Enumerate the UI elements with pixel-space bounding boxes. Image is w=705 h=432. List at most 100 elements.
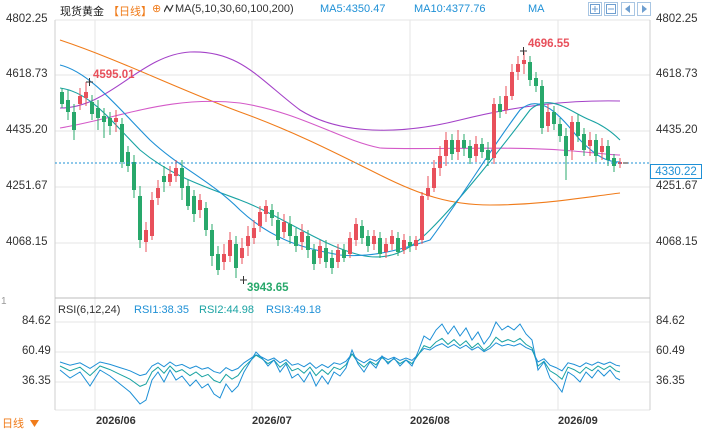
candle-body	[522, 60, 526, 64]
candle-body	[150, 200, 154, 236]
candle-body	[156, 188, 160, 198]
candle-body	[300, 232, 304, 242]
candle-body	[396, 238, 400, 252]
candle-body	[102, 116, 106, 122]
candle-body	[462, 140, 466, 148]
chart-header: 现货黄金 【日线】 ⊕ MA(5,10,30,60,100,200) MA5:4…	[0, 0, 705, 18]
candle-body	[498, 104, 502, 112]
candle-body	[210, 230, 214, 256]
rsi-side-marker: 1	[1, 296, 7, 307]
price-axis-left-5: 4068.15	[6, 236, 48, 248]
ma-teal-line	[59, 87, 621, 258]
candle-body	[600, 146, 604, 152]
rsi1-value: RSI1:38.35	[134, 304, 190, 316]
day-period-button[interactable]: 日线	[2, 415, 40, 431]
candle-body	[96, 108, 100, 118]
candle-body	[468, 146, 472, 158]
candle-body	[444, 140, 448, 156]
low-annotation: 3943.65	[247, 282, 289, 294]
candle-body	[132, 162, 136, 190]
candle-body	[66, 100, 70, 112]
candle-body	[138, 196, 142, 240]
price-axis-right-5: 4068.15	[656, 236, 698, 248]
x-axis-aug: 2026/08	[410, 415, 450, 427]
price-axis-left-1: 4802.25	[6, 13, 48, 25]
candle-body	[264, 206, 268, 214]
candle-body	[438, 156, 442, 168]
candle-body	[72, 112, 76, 130]
candle-body	[258, 212, 262, 226]
price-axis-right-4: 4251.67	[656, 180, 698, 192]
moving-average-lines	[59, 39, 621, 258]
candle-body	[306, 236, 310, 250]
candle-body	[162, 176, 166, 182]
candle-body	[528, 62, 532, 80]
candle-body	[408, 242, 412, 246]
high-annotation-left: 4595.01	[93, 69, 135, 81]
candle-body	[402, 240, 406, 250]
zoom-out-icon[interactable]	[604, 2, 618, 16]
rsi1-line	[59, 321, 621, 405]
candle-body	[378, 238, 382, 254]
price-axis-left-4: 4251.67	[6, 180, 48, 192]
rsi-axis-right-2: 60.49	[656, 345, 685, 357]
candle-body	[552, 112, 556, 124]
candle-body	[546, 112, 550, 126]
ma10-value: MA10:4377.76	[414, 3, 486, 15]
x-axis-jul: 2026/07	[252, 415, 292, 427]
candle-body	[426, 188, 430, 196]
candle-body	[564, 136, 568, 156]
candle-body	[384, 244, 388, 252]
candle-body	[450, 140, 454, 154]
candle-body	[144, 230, 148, 242]
candle-body	[366, 236, 370, 246]
scroll-left-icon[interactable]	[621, 2, 635, 16]
x-axis-jun: 2026/06	[96, 415, 136, 427]
candle-body	[198, 200, 202, 210]
ma-purple-line	[59, 51, 621, 131]
candle-body	[492, 104, 496, 158]
candle-body	[312, 250, 316, 264]
price-axis-right-1: 4802.25	[656, 13, 698, 25]
ma-blue-line	[59, 64, 621, 257]
candle-body	[474, 144, 478, 156]
candle-body	[168, 174, 172, 182]
rsi-params[interactable]: RSI(6,12,24)	[58, 304, 121, 316]
scroll-right-icon[interactable]	[637, 2, 651, 16]
candle-body	[510, 72, 514, 96]
rsi-axis-left-3: 36.35	[22, 375, 51, 387]
candle-body	[414, 240, 418, 246]
candle-body	[126, 152, 130, 166]
candle-body	[576, 122, 580, 136]
candle-body	[570, 122, 574, 150]
candle-body	[204, 208, 208, 230]
ma-wave-icon	[163, 4, 174, 17]
rsi-axis-left-1: 84.62	[22, 315, 51, 327]
candle-body	[336, 250, 340, 262]
candle-body	[84, 92, 88, 98]
candle-body	[60, 92, 64, 104]
zoom-in-icon[interactable]	[588, 2, 602, 16]
candle-body	[252, 228, 256, 238]
candle-body	[216, 254, 220, 270]
candle-body	[186, 186, 190, 206]
candle-body	[558, 124, 562, 136]
rsi-axis-left-2: 60.49	[22, 345, 51, 357]
candle-body	[240, 248, 244, 258]
period-selector[interactable]: 【日线】	[108, 6, 152, 18]
candlestick-series	[60, 52, 622, 278]
annotation-markers	[86, 47, 628, 284]
candle-body	[588, 140, 592, 146]
candle-body	[228, 240, 232, 256]
price-axis-left-3: 4435.20	[6, 124, 48, 136]
rsi3-value: RSI3:49.18	[266, 304, 322, 316]
candle-body	[534, 78, 538, 86]
high-annotation-right: 4696.55	[528, 38, 570, 50]
ma-params[interactable]: MA(5,10,30,60,100,200)	[175, 3, 294, 15]
rsi2-line	[59, 336, 621, 387]
ma-orange-line	[59, 39, 621, 206]
settings-gear-icon[interactable]: ⊕	[152, 3, 162, 15]
candle-body	[174, 168, 178, 176]
candle-body	[432, 168, 436, 188]
